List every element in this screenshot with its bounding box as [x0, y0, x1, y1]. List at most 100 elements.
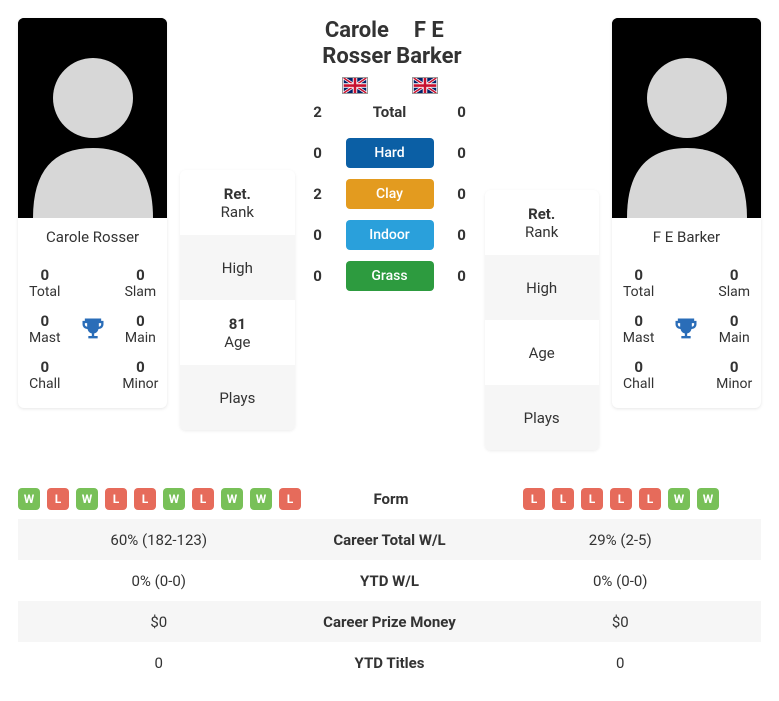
p2-total-l: Total	[612, 284, 666, 300]
player1-card: Carole Rosser 0Total 0Slam 0Mast 0Main 0…	[18, 18, 167, 408]
p1-chall-n: 0	[18, 358, 72, 376]
form-chip[interactable]: L	[552, 488, 574, 510]
p1-form: WLWLLWLWWL	[18, 488, 301, 510]
label-prize: Career Prize Money	[300, 613, 480, 631]
p1-mast-n: 0	[18, 312, 72, 330]
h2h-left: 2	[308, 185, 328, 203]
form-chip[interactable]: W	[76, 488, 98, 510]
p1-total-l: Total	[18, 284, 72, 300]
h2h-right: 0	[452, 144, 472, 162]
p1-prize: $0	[18, 613, 300, 631]
player2-name[interactable]: F E Barker	[612, 218, 761, 256]
h2h-table: 2 Total 0 0 Hard 0 2 Clay 0 0 Indoor 0 0 Grass 0	[308, 86, 472, 302]
p1-ytd-wl: 0% (0-0)	[18, 572, 300, 590]
p2-chall-n: 0	[612, 358, 666, 376]
h2h-right: 0	[452, 185, 472, 203]
p2-age-l: Age	[529, 344, 555, 362]
form-chip[interactable]: W	[250, 488, 272, 510]
p2-header-name: F E Barker	[396, 18, 461, 71]
p1-age-l: Age	[224, 333, 250, 351]
silhouette-icon	[612, 18, 761, 218]
h2h-row: 2 Clay 0	[308, 179, 472, 209]
label-ytd-wl: YTD W/L	[300, 572, 480, 590]
h2h-row: 0 Grass 0	[308, 261, 472, 291]
h2h-left: 0	[308, 144, 328, 162]
p2-chall-l: Chall	[612, 376, 666, 392]
p1-chall-l: Chall	[18, 376, 72, 392]
form-chip[interactable]: W	[18, 488, 40, 510]
form-chip[interactable]: W	[668, 488, 690, 510]
h2h-right: 0	[452, 226, 472, 244]
silhouette-icon	[18, 18, 167, 218]
p1-high-l: High	[222, 259, 253, 277]
p1-career-wl: 60% (182-123)	[18, 531, 300, 549]
p2-career-wl: 29% (2-5)	[480, 531, 762, 549]
p1-main-l: Main	[114, 330, 168, 346]
p2-minor-l: Minor	[707, 376, 761, 392]
form-chip[interactable]: L	[581, 488, 603, 510]
h2h-row: 2 Total 0	[308, 97, 472, 127]
p1-slam-l: Slam	[114, 284, 168, 300]
form-chip[interactable]: L	[192, 488, 214, 510]
h2h-surface-label[interactable]: Grass	[346, 261, 434, 291]
p2-high-l: High	[526, 279, 557, 297]
trophy-icon	[72, 260, 114, 398]
label-ytd-titles: YTD Titles	[300, 654, 480, 672]
p2-slam-l: Slam	[707, 284, 761, 300]
center-column: Carole Rosser F E Barker 2Total00Hard02C…	[308, 18, 472, 302]
form-chip[interactable]: W	[163, 488, 185, 510]
form-chip[interactable]: L	[279, 488, 301, 510]
p2-ytd-titles: 0	[480, 654, 762, 672]
p2-mast-l: Mast	[612, 330, 666, 346]
p2-mast-n: 0	[612, 312, 666, 330]
p2-total-n: 0	[612, 266, 666, 284]
p2-form: LLLLLWW	[481, 488, 761, 510]
p1-age-v: 81	[229, 315, 246, 333]
top-section: Carole Rosser 0Total 0Slam 0Mast 0Main 0…	[18, 18, 761, 450]
p1-mast-l: Mast	[18, 330, 72, 346]
form-chip[interactable]: W	[221, 488, 243, 510]
p1-minor-l: Minor	[114, 376, 168, 392]
form-chip[interactable]: L	[134, 488, 156, 510]
form-chip[interactable]: L	[47, 488, 69, 510]
form-chip[interactable]: L	[639, 488, 661, 510]
h2h-left: 0	[308, 267, 328, 285]
p2-rank-v: Ret.	[528, 205, 555, 223]
h2h-left: 2	[308, 103, 328, 121]
h2h-right: 0	[452, 103, 472, 121]
p1-minor-n: 0	[114, 358, 168, 376]
player1-stats: Ret.Rank High 81Age Plays	[180, 170, 294, 430]
player2-card: F E Barker 0Total 0Slam 0Mast 0Main 0Cha…	[612, 18, 761, 408]
p1-rank-v: Ret.	[224, 185, 251, 203]
label-form: Form	[301, 490, 481, 508]
p1-slam-n: 0	[114, 266, 168, 284]
h2h-surface-label[interactable]: Total	[346, 97, 434, 127]
h2h-row: 0 Indoor 0	[308, 220, 472, 250]
p1-main-n: 0	[114, 312, 168, 330]
trophy-icon	[665, 260, 707, 398]
player1-name[interactable]: Carole Rosser	[18, 218, 167, 256]
p2-minor-n: 0	[707, 358, 761, 376]
p1-plays-l: Plays	[219, 389, 255, 407]
h2h-surface-label[interactable]: Indoor	[346, 220, 434, 250]
h2h-left: 0	[308, 226, 328, 244]
p2-rank-l: Rank	[525, 223, 558, 241]
comparison-table: WLWLLWLWWL Form LLLLLWW 60% (182-123) Ca…	[18, 478, 761, 683]
form-chip[interactable]: L	[610, 488, 632, 510]
p2-prize: $0	[480, 613, 762, 631]
p1-total-n: 0	[18, 266, 72, 284]
p2-slam-n: 0	[707, 266, 761, 284]
p2-ytd-wl: 0% (0-0)	[480, 572, 762, 590]
h2h-right: 0	[452, 267, 472, 285]
player2-titles: 0Total 0Slam 0Mast 0Main 0Chall 0Minor	[612, 256, 761, 408]
h2h-surface-label[interactable]: Hard	[346, 138, 434, 168]
player2-photo	[612, 18, 761, 218]
form-chip[interactable]: L	[523, 488, 545, 510]
player1-titles: 0Total 0Slam 0Mast 0Main 0Chall 0Minor	[18, 256, 167, 408]
form-chip[interactable]: L	[105, 488, 127, 510]
h2h-row: 0 Hard 0	[308, 138, 472, 168]
p2-main-l: Main	[707, 330, 761, 346]
form-chip[interactable]: W	[697, 488, 719, 510]
h2h-surface-label[interactable]: Clay	[346, 179, 434, 209]
p2-plays-l: Plays	[524, 409, 560, 427]
